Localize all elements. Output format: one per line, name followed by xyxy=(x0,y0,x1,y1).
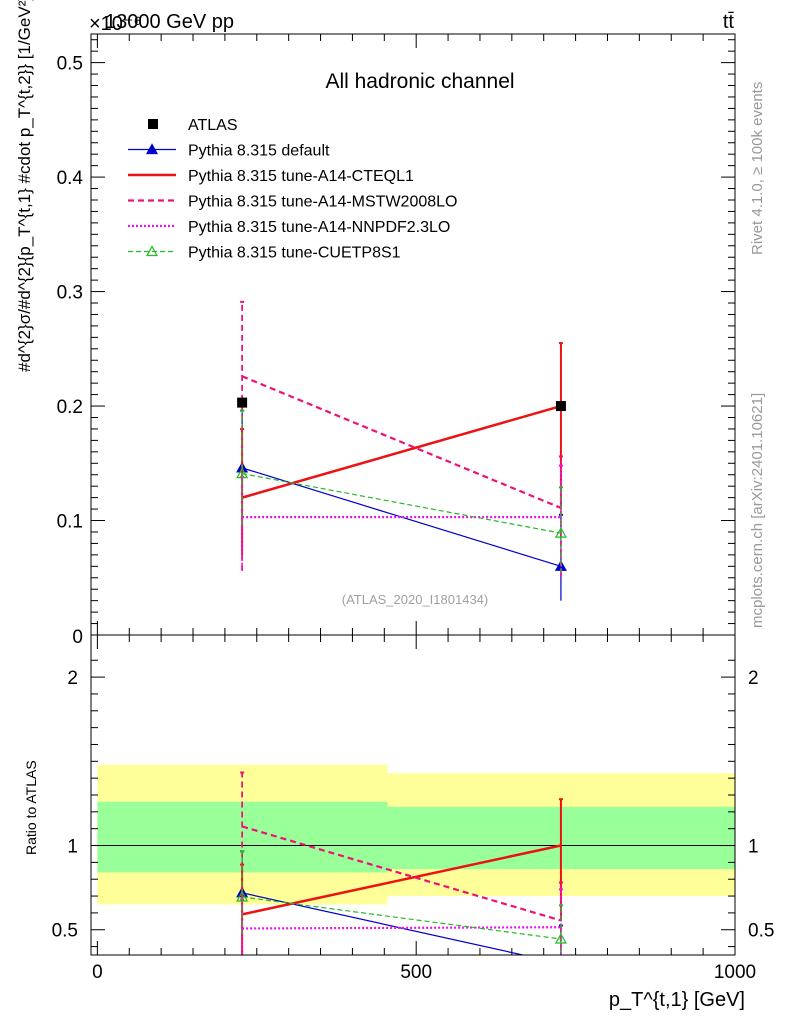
ratio-tick-label-right: 1 xyxy=(748,837,759,858)
legend-label-series-4: Pythia 8.315 tune-CUETP8S1 xyxy=(188,245,401,262)
y-tick-label: 0.4 xyxy=(57,168,84,189)
legend-marker-atlas xyxy=(148,119,158,129)
axis-ticks: 0 500 1000 0.1 0.2 0.3 0.4 0.5 0 0.5 1 2 0.5 1 2 xyxy=(52,34,774,983)
ratio-tick-label-right: 0.5 xyxy=(748,921,774,942)
ratio-tick-label-left: 1 xyxy=(67,837,78,858)
ratio-tick-label-left: 0.5 xyxy=(52,921,78,942)
source-label: mcplots.cern.ch [arXiv:2401.10621] xyxy=(749,393,766,628)
y-axis-label: #d^{2}σ/#d^{2}{p_T^{t,1} #cdot p_T^{t,2}… xyxy=(15,0,34,372)
atlas-data-point xyxy=(555,401,566,412)
x-tick-label: 0 xyxy=(92,962,103,983)
chart-title: All hadronic channel xyxy=(325,70,514,93)
series-1-line xyxy=(241,404,562,499)
ratio-tick-label-right: 2 xyxy=(748,668,759,689)
legend-label-atlas: ATLAS xyxy=(188,117,238,134)
ratio-panel-frame xyxy=(90,634,736,956)
y-tick-label: 0.2 xyxy=(57,397,83,418)
series-4-marker xyxy=(236,467,249,479)
legend-label-series-3: Pythia 8.315 tune-A14-NNPDF2.3LO xyxy=(188,219,450,236)
legend-label-series-2: Pythia 8.315 tune-A14-MSTW2008LO xyxy=(188,194,457,211)
main-series-layer xyxy=(236,300,567,601)
legend-marker-series-0 xyxy=(145,143,159,155)
ratio-y-axis-label: Ratio to ATLAS xyxy=(23,760,39,855)
ratio-series-layer xyxy=(236,771,567,967)
analysis-watermark: (ATLAS_2020_I1801434) xyxy=(342,592,488,607)
atlas-data-layer xyxy=(237,397,566,412)
series-3-ratio-line xyxy=(242,926,561,930)
x-tick-label: 500 xyxy=(400,962,432,983)
legend-label-series-0: Pythia 8.315 default xyxy=(188,143,330,160)
series-4-ratio-marker xyxy=(236,890,249,902)
exponent-label: ×10⁻⁶ xyxy=(89,13,142,35)
energy-label: 13000 GeV pp xyxy=(105,11,234,33)
series-2-line xyxy=(241,375,562,509)
y-tick-label: 0.3 xyxy=(57,283,83,304)
series-4-line xyxy=(242,472,562,534)
ratio-tick-label-left: 2 xyxy=(67,668,78,689)
series-0-line xyxy=(241,467,562,567)
y-tick-label: 0.1 xyxy=(57,512,83,533)
series-4-ratio-marker xyxy=(554,932,567,944)
legend-label-series-1: Pythia 8.315 tune-A14-CTEQL1 xyxy=(188,168,414,185)
series-4-ratio-line xyxy=(242,896,562,940)
legend: ATLAS Pythia 8.315 default Pythia 8.315 tu… xyxy=(128,117,457,262)
y-tick-label: 0.5 xyxy=(57,54,83,75)
y-tick-label-zero: 0 xyxy=(72,627,83,648)
x-axis-label: p_T^{t,1} [GeV] xyxy=(609,989,745,1011)
series-0-ratio-marker xyxy=(556,958,566,967)
rivet-version-label: Rivet 4.1.0, ≥ 100k events xyxy=(749,82,766,255)
uncertainty-bands xyxy=(97,764,735,905)
legend-marker-series-4 xyxy=(145,245,159,257)
series-4-marker xyxy=(554,526,567,538)
atlas-data-point xyxy=(237,397,248,408)
series-1-ratio-line xyxy=(241,844,562,916)
series-0-ratio-line xyxy=(241,892,526,955)
series-2-ratio-line xyxy=(241,825,562,922)
x-tick-label: 1000 xyxy=(714,962,756,983)
process-label: tt̄ xyxy=(723,11,735,33)
